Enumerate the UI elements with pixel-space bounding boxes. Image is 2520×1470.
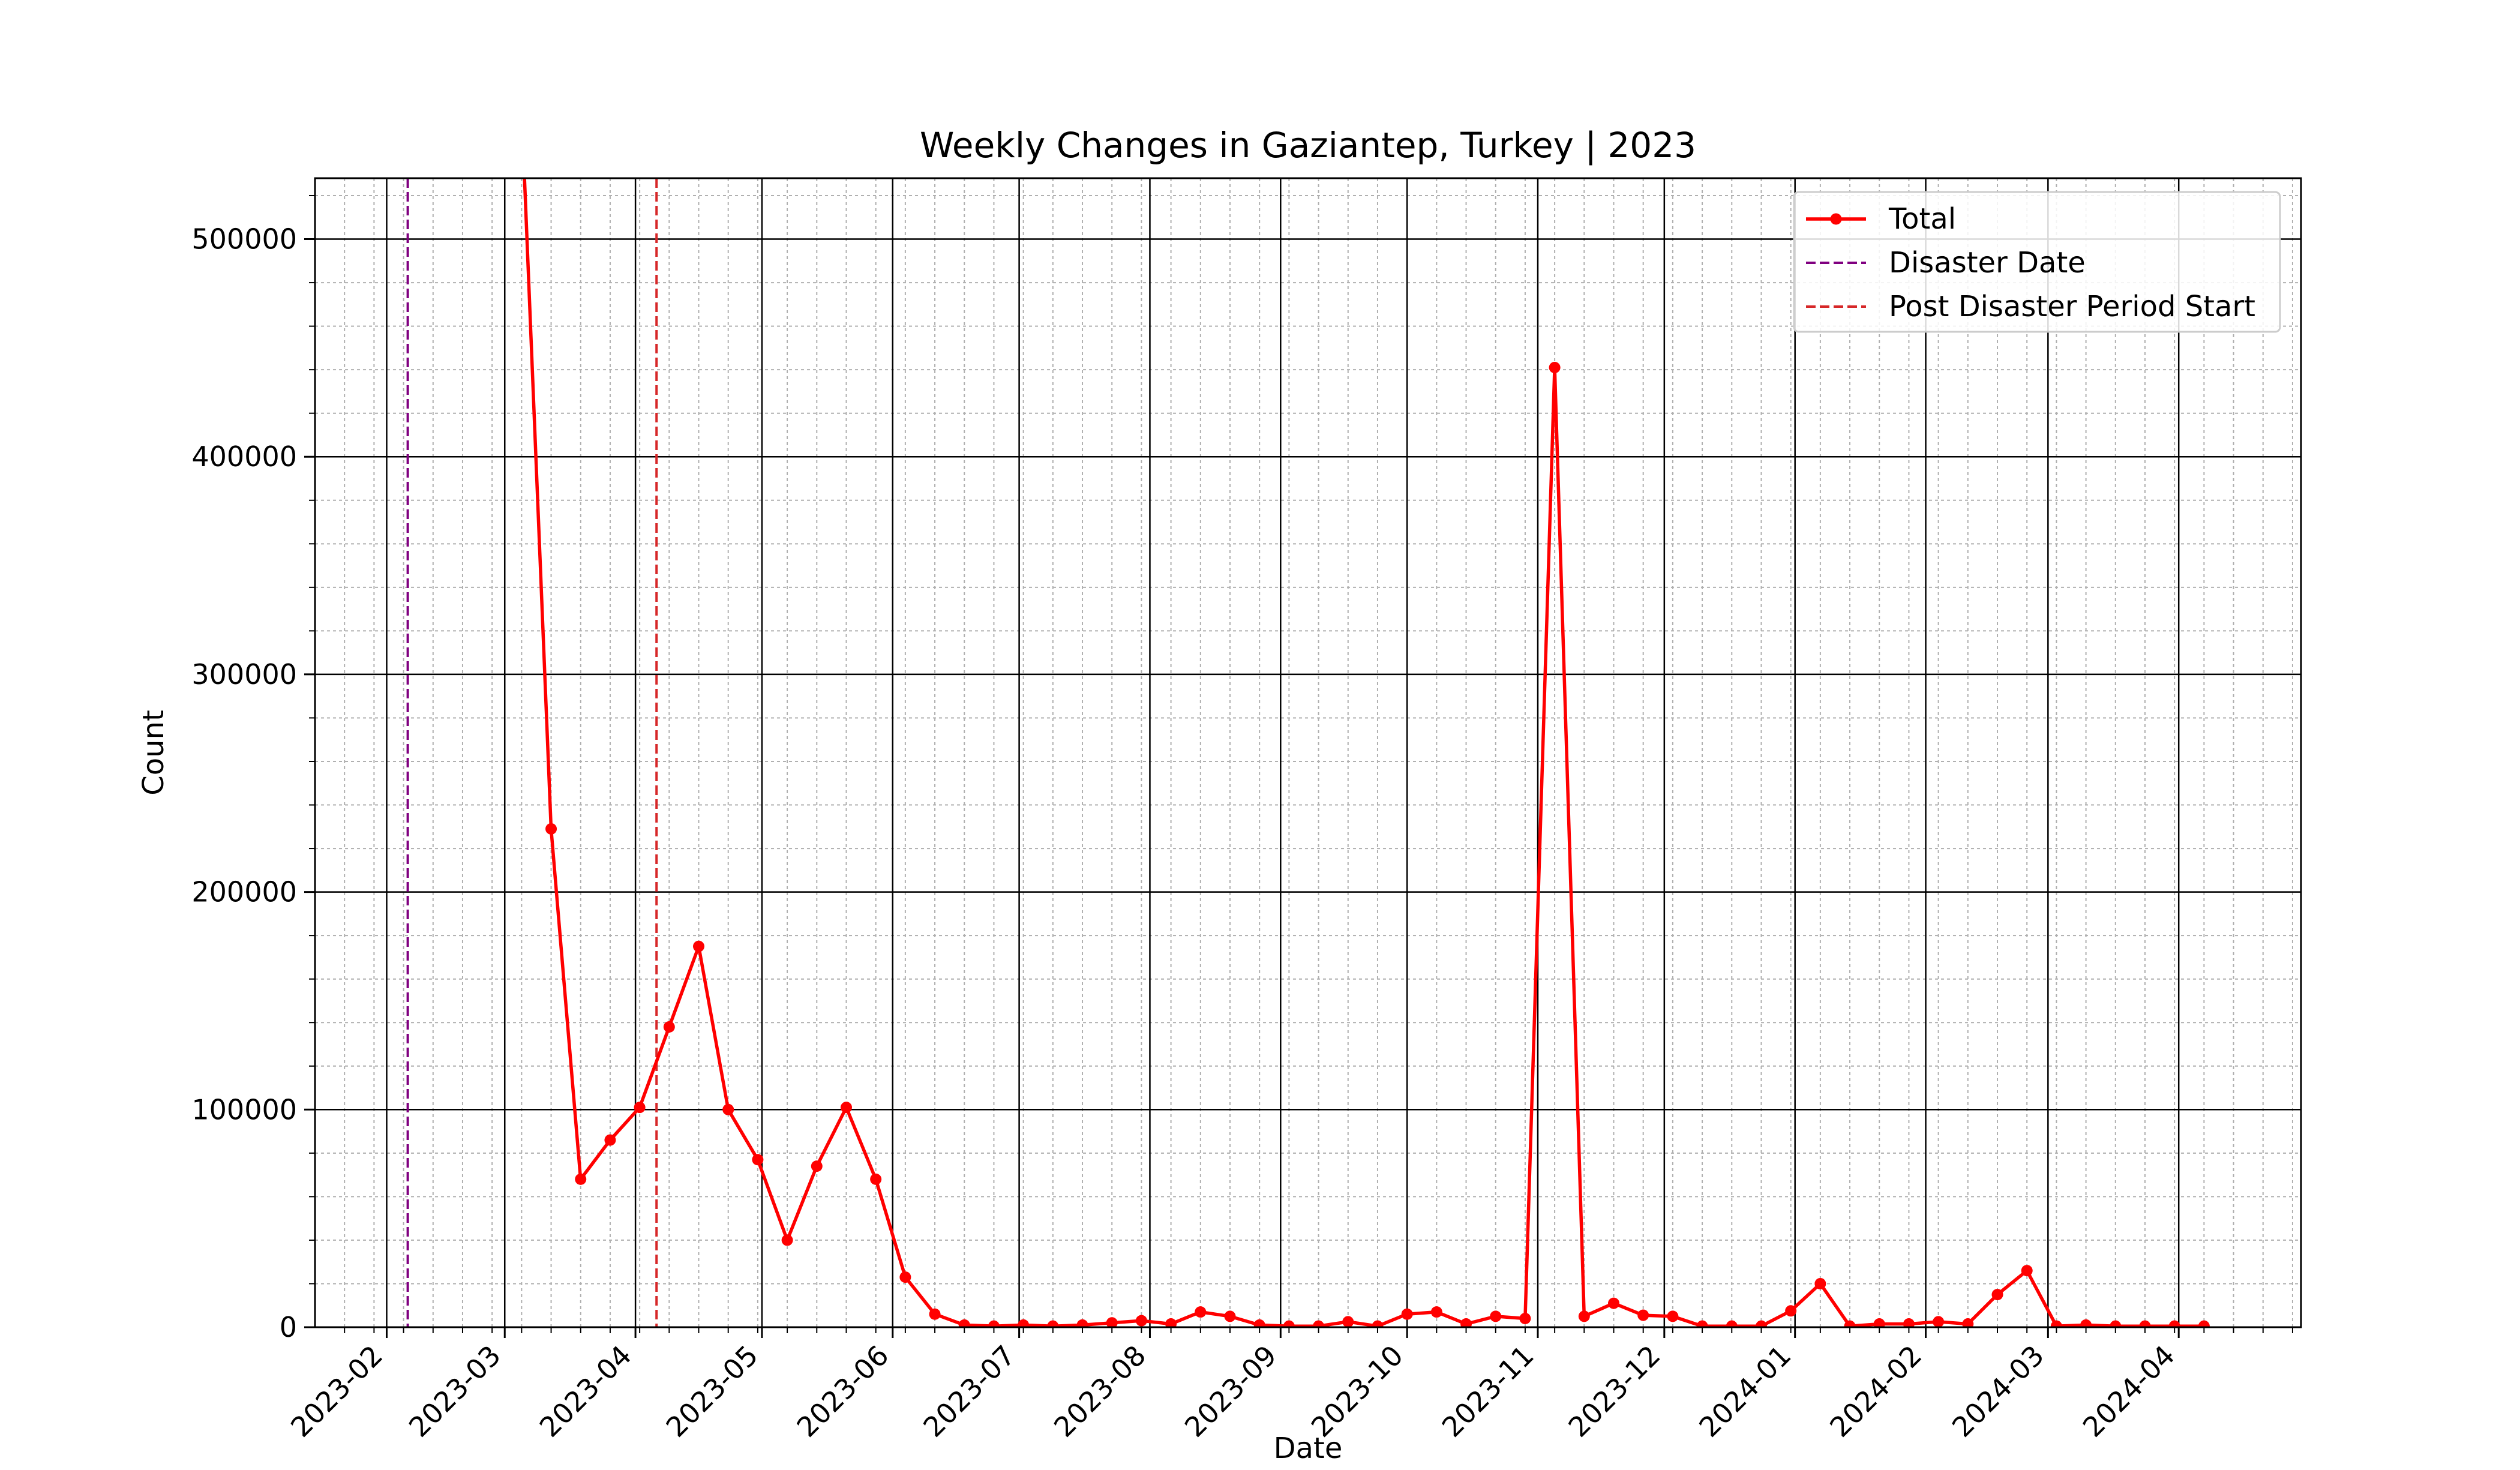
legend-label-post-disaster: Post Disaster Period Start xyxy=(1889,290,2255,323)
data-point xyxy=(1667,1310,1679,1322)
x-tick-label: 2023-05 xyxy=(660,1339,764,1444)
data-point xyxy=(1076,1319,1088,1327)
data-point xyxy=(1696,1320,1708,1327)
data-point xyxy=(1047,1320,1059,1327)
data-point xyxy=(1106,1317,1118,1327)
plot-frame xyxy=(314,177,2302,1328)
legend-label-disaster-date: Disaster Date xyxy=(1889,246,2086,280)
data-point xyxy=(1726,1320,1738,1327)
data-point xyxy=(1313,1320,1325,1327)
data-point xyxy=(1933,1316,1945,1327)
x-tick-label: 2023-03 xyxy=(403,1339,507,1444)
data-point xyxy=(811,1160,823,1172)
data-point xyxy=(575,1173,587,1185)
data-point xyxy=(1018,1319,1030,1327)
data-point xyxy=(1195,1306,1207,1318)
data-point xyxy=(1903,1318,1915,1327)
data-point xyxy=(1460,1318,1472,1327)
legend-box xyxy=(1793,191,2281,333)
data-point xyxy=(663,1021,675,1033)
data-point xyxy=(722,1103,734,1115)
x-tick-label: 2024-01 xyxy=(1693,1339,1797,1444)
data-point xyxy=(2110,1320,2122,1327)
y-tick-label: 100000 xyxy=(191,1093,297,1126)
data-point xyxy=(1253,1319,1265,1327)
x-tick-label: 2024-03 xyxy=(1946,1339,2050,1444)
data-point xyxy=(1608,1297,1620,1309)
x-tick-label: 2024-04 xyxy=(2077,1339,2181,1444)
x-tick-label: 2023-07 xyxy=(917,1339,1021,1444)
data-point xyxy=(2139,1320,2151,1327)
data-point xyxy=(1814,1277,1826,1289)
minor-grid xyxy=(315,178,2301,1327)
x-axis-ticks: 2023-02 2023-03 2023-04 2023-05 2023-06 2023-… xyxy=(284,1327,2293,1444)
data-point xyxy=(899,1271,911,1283)
data-point xyxy=(1342,1316,1354,1327)
chart-title: Weekly Changes in Gaziantep, Turkey | 20… xyxy=(920,125,1696,166)
reference-lines xyxy=(406,178,658,1327)
data-point xyxy=(1135,1315,1147,1327)
legend-marker-total xyxy=(1830,213,1842,225)
y-tick-label: 300000 xyxy=(191,658,297,691)
data-point xyxy=(604,1134,616,1146)
data-point xyxy=(1578,1310,1590,1322)
series-line-0 xyxy=(523,178,2204,1327)
data-point xyxy=(1401,1308,1413,1320)
x-tick-label: 2023-02 xyxy=(284,1339,389,1444)
data-point xyxy=(2050,1320,2062,1327)
data-point xyxy=(1785,1305,1797,1317)
data-point xyxy=(2168,1320,2180,1327)
x-tick-label: 2023-06 xyxy=(790,1339,895,1444)
data-point xyxy=(2198,1320,2210,1327)
x-tick-label: 2024-02 xyxy=(1823,1339,1928,1444)
x-tick-label: 2023-04 xyxy=(533,1339,638,1444)
legend-label-total: Total xyxy=(1888,202,1956,236)
data-point xyxy=(1873,1318,1885,1327)
data-point xyxy=(516,103,527,114)
y-tick-label: 200000 xyxy=(191,876,297,908)
data-point xyxy=(1549,362,1561,374)
data-point xyxy=(634,1102,646,1114)
data-point xyxy=(840,1102,852,1114)
y-tick-label: 0 xyxy=(280,1311,297,1343)
y-tick-label: 500000 xyxy=(191,223,297,256)
data-point xyxy=(988,1320,1000,1327)
x-tick-label: 2023-08 xyxy=(1048,1339,1152,1444)
series-layer xyxy=(516,103,2210,1327)
data-point xyxy=(1962,1318,1974,1327)
data-point xyxy=(1991,1289,2003,1301)
data-point xyxy=(2021,1265,2033,1277)
data-point xyxy=(1519,1312,1531,1324)
data-point xyxy=(1283,1320,1295,1327)
data-point xyxy=(1637,1309,1649,1321)
x-axis-label: Date xyxy=(1274,1432,1343,1465)
x-tick-label: 2023-09 xyxy=(1178,1339,1283,1444)
data-point xyxy=(929,1308,941,1320)
data-point xyxy=(870,1173,882,1185)
data-point xyxy=(781,1234,793,1246)
y-axis-label: Count xyxy=(137,710,170,796)
data-point xyxy=(545,823,557,835)
data-point xyxy=(2080,1319,2092,1327)
data-point xyxy=(1224,1310,1236,1322)
data-point xyxy=(958,1319,970,1327)
data-point xyxy=(1844,1320,1856,1327)
data-point xyxy=(1165,1318,1177,1327)
x-tick-label: 2023-10 xyxy=(1305,1339,1409,1444)
data-point xyxy=(693,940,705,952)
x-tick-label: 2023-11 xyxy=(1436,1339,1540,1444)
data-point xyxy=(1755,1320,1767,1327)
y-axis-ticks: 0 100000 200000 300000 400000 500000 xyxy=(191,195,315,1343)
x-tick-label: 2023-12 xyxy=(1562,1339,1667,1444)
data-point xyxy=(1372,1320,1384,1327)
y-tick-label: 400000 xyxy=(191,440,297,473)
data-point xyxy=(1430,1306,1442,1318)
legend: Total Disaster Date Post Disaster Period S… xyxy=(1793,191,2281,333)
data-point xyxy=(1490,1310,1502,1322)
data-point xyxy=(752,1154,764,1166)
major-grid xyxy=(315,178,2301,1327)
